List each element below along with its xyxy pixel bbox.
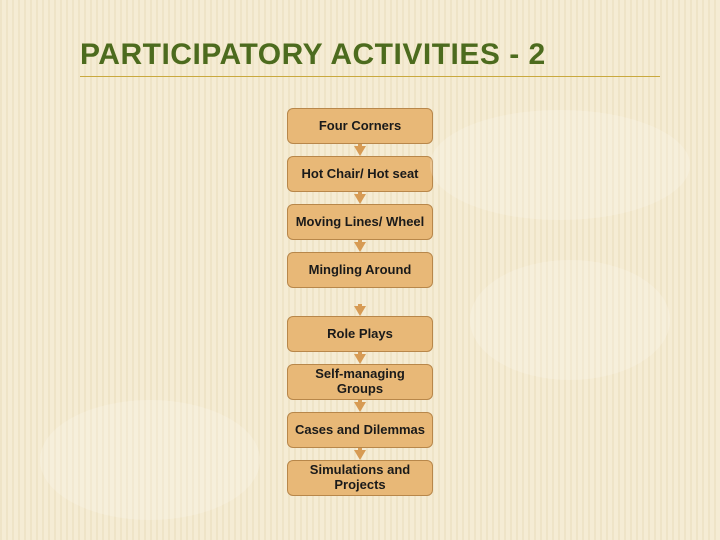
down-arrow-icon bbox=[352, 192, 368, 204]
page-title: PARTICIPATORY ACTIVITIES - 2 bbox=[80, 38, 660, 72]
flow-node-n5: Role Plays bbox=[287, 316, 433, 352]
flow-node-n6: Self-managing Groups bbox=[287, 364, 433, 400]
slide: PARTICIPATORY ACTIVITIES - 2 Four Corner… bbox=[0, 0, 720, 540]
flow-node-n7: Cases and Dilemmas bbox=[287, 412, 433, 448]
down-arrow-icon bbox=[352, 448, 368, 460]
flow-node-n2: Hot Chair/ Hot seat bbox=[287, 156, 433, 192]
flow-node-label: Cases and Dilemmas bbox=[295, 423, 425, 438]
flow-node-label: Mingling Around bbox=[309, 263, 412, 278]
flow-node-n1: Four Corners bbox=[287, 108, 433, 144]
flow-node-n3: Moving Lines/ Wheel bbox=[287, 204, 433, 240]
flow-node-label: Moving Lines/ Wheel bbox=[296, 215, 425, 230]
flow-node-label: Self-managing Groups bbox=[294, 367, 426, 397]
down-arrow-icon bbox=[352, 400, 368, 412]
title-underline: PARTICIPATORY ACTIVITIES - 2 bbox=[80, 38, 660, 77]
flow-node-label: Hot Chair/ Hot seat bbox=[301, 167, 418, 182]
flowchart: Four Corners Hot Chair/ Hot seat Moving Li… bbox=[0, 108, 720, 496]
flow-node-n4: Mingling Around bbox=[287, 252, 433, 288]
down-arrow-icon bbox=[352, 304, 368, 316]
flow-node-n8: Simulations and Projects bbox=[287, 460, 433, 496]
flow-node-label: Role Plays bbox=[327, 327, 393, 342]
down-arrow-icon bbox=[352, 352, 368, 364]
down-arrow-icon bbox=[352, 240, 368, 252]
flow-node-label: Simulations and Projects bbox=[294, 463, 426, 493]
down-arrow-icon bbox=[352, 144, 368, 156]
flow-node-label: Four Corners bbox=[319, 119, 401, 134]
